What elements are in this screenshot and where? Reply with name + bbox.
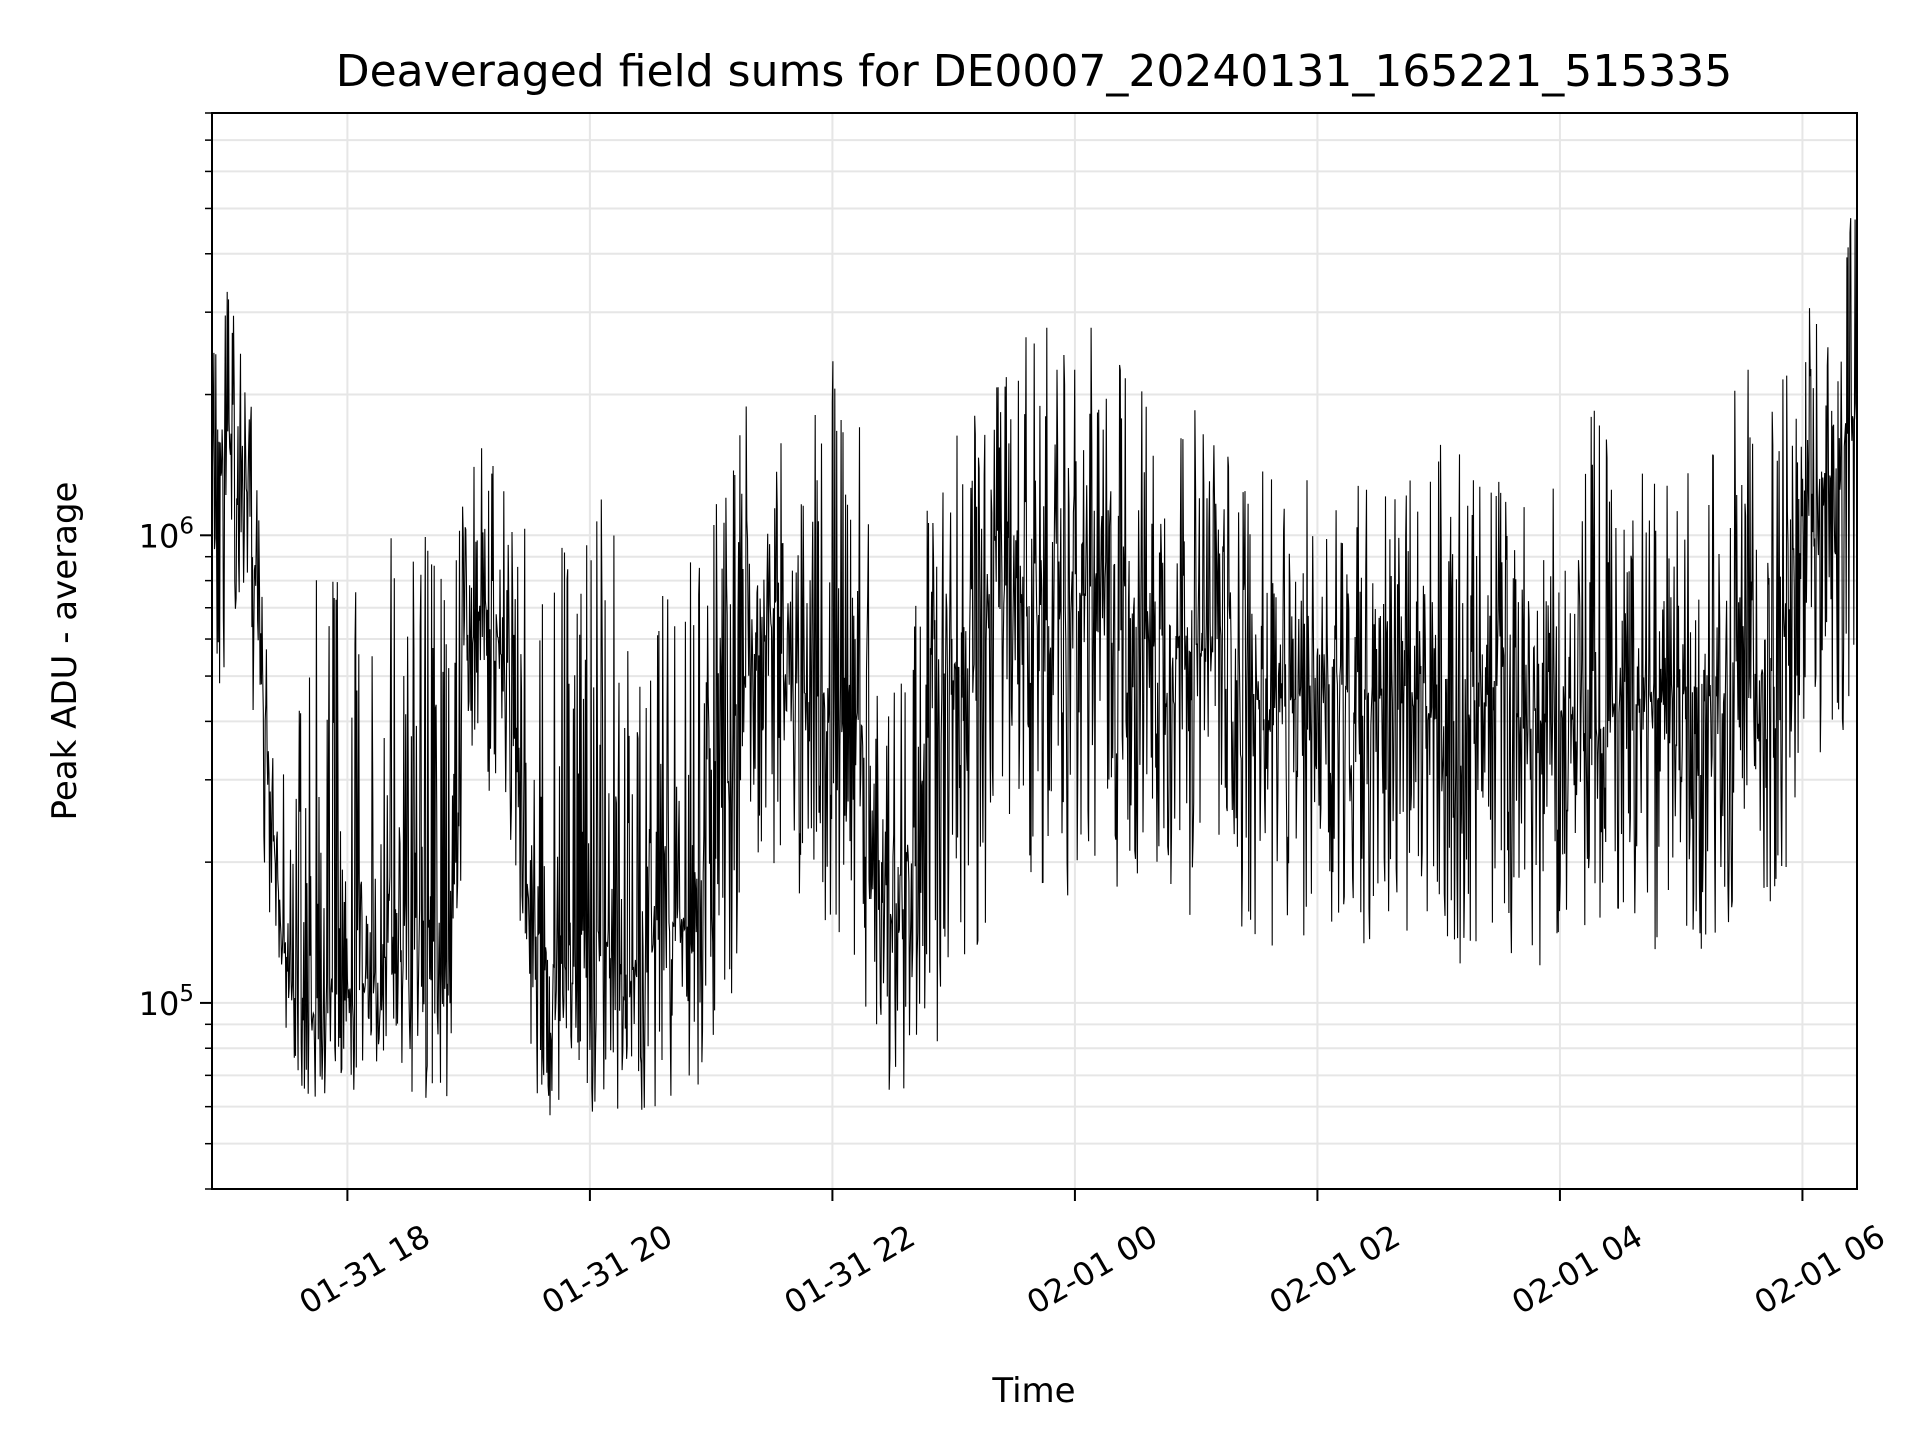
plot-layer <box>211 208 1858 1116</box>
chart-title: Deaveraged field sums for DE0007_2024013… <box>336 46 1733 97</box>
x-tick-label: 02-01 04 <box>1505 1217 1649 1322</box>
x-tick-label: 02-01 06 <box>1748 1217 1892 1322</box>
series-line <box>211 208 1858 1116</box>
x-tick-label: 01-31 20 <box>535 1217 679 1322</box>
y-axis-label: Peak ADU - average <box>45 482 85 821</box>
y-tick-label: 105 <box>139 981 194 1023</box>
x-tick-label: 01-31 18 <box>293 1217 437 1322</box>
x-tick-label: 01-31 22 <box>778 1217 922 1322</box>
x-tick-label: 02-01 02 <box>1263 1217 1407 1322</box>
y-tick-label: 106 <box>139 513 194 555</box>
x-tick-label: 02-01 00 <box>1020 1217 1164 1322</box>
axes-frame <box>211 112 1858 1190</box>
x-axis-label: Time <box>991 1371 1075 1411</box>
